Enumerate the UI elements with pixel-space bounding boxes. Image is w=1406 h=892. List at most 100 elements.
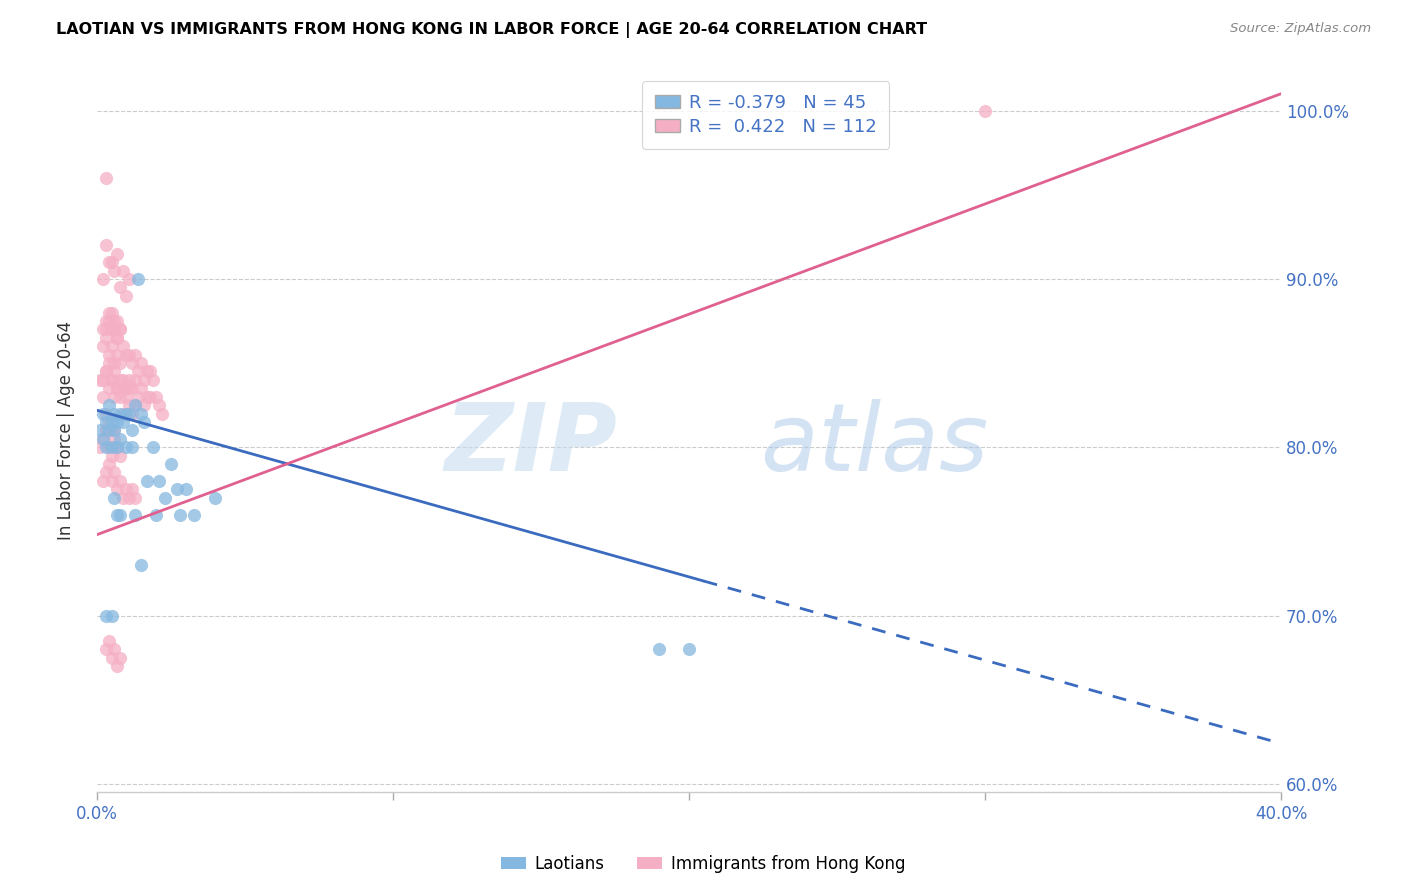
Point: [110, 474, 132, 488]
Point: [124, 491, 146, 505]
Point: [94, 314, 117, 328]
Point: [91, 390, 114, 404]
Point: [100, 608, 122, 623]
Point: [145, 390, 167, 404]
Point: [112, 491, 135, 505]
Point: [118, 373, 141, 387]
Point: [127, 390, 149, 404]
Point: [97, 305, 120, 319]
Point: [100, 440, 122, 454]
Point: [107, 483, 129, 497]
Text: atlas: atlas: [759, 400, 988, 491]
Point: [124, 398, 146, 412]
Point: [118, 272, 141, 286]
Point: [110, 432, 132, 446]
Point: [169, 508, 191, 522]
Point: [100, 650, 122, 665]
Point: [103, 642, 125, 657]
Point: [121, 440, 143, 454]
Point: [121, 424, 143, 438]
Point: [112, 415, 135, 429]
Point: [107, 508, 129, 522]
Point: [110, 449, 132, 463]
Point: [107, 246, 129, 260]
Point: [107, 381, 129, 395]
Point: [89, 373, 111, 387]
Point: [118, 348, 141, 362]
Point: [94, 170, 117, 185]
Legend: Laotians, Immigrants from Hong Kong: Laotians, Immigrants from Hong Kong: [494, 848, 912, 880]
Point: [91, 407, 114, 421]
Point: [97, 381, 120, 395]
Point: [97, 633, 120, 648]
Point: [124, 373, 146, 387]
Text: ZIP: ZIP: [444, 399, 617, 491]
Point: [107, 415, 129, 429]
Point: [107, 440, 129, 454]
Point: [91, 339, 114, 353]
Point: [124, 508, 146, 522]
Point: [115, 440, 138, 454]
Point: [110, 322, 132, 336]
Point: [107, 381, 129, 395]
Point: [110, 373, 132, 387]
Point: [94, 238, 117, 252]
Point: [103, 322, 125, 336]
Point: [129, 407, 152, 421]
Point: [103, 424, 125, 438]
Point: [121, 381, 143, 395]
Point: [97, 398, 120, 412]
Point: [94, 415, 117, 429]
Point: [103, 390, 125, 404]
Point: [91, 272, 114, 286]
Point: [94, 424, 117, 438]
Point: [112, 407, 135, 421]
Point: [94, 364, 117, 378]
Point: [127, 364, 149, 378]
Point: [166, 483, 188, 497]
Point: [129, 356, 152, 370]
Point: [153, 491, 176, 505]
Point: [100, 474, 122, 488]
Point: [115, 390, 138, 404]
Point: [94, 424, 117, 438]
Point: [132, 415, 155, 429]
Point: [110, 390, 132, 404]
Point: [115, 348, 138, 362]
Point: [97, 314, 120, 328]
Point: [97, 424, 120, 438]
Point: [118, 381, 141, 395]
Point: [94, 331, 117, 345]
Point: [648, 642, 671, 657]
Point: [118, 398, 141, 412]
Point: [100, 415, 122, 429]
Point: [129, 558, 152, 572]
Point: [103, 491, 125, 505]
Point: [100, 322, 122, 336]
Point: [110, 280, 132, 294]
Point: [91, 373, 114, 387]
Point: [97, 356, 120, 370]
Point: [100, 373, 122, 387]
Point: [89, 440, 111, 454]
Point: [115, 407, 138, 421]
Point: [103, 466, 125, 480]
Point: [127, 272, 149, 286]
Point: [132, 373, 155, 387]
Point: [118, 491, 141, 505]
Point: [112, 381, 135, 395]
Point: [107, 659, 129, 673]
Point: [115, 407, 138, 421]
Point: [204, 491, 226, 505]
Point: [139, 364, 162, 378]
Point: [94, 407, 117, 421]
Point: [94, 642, 117, 657]
Point: [136, 474, 159, 488]
Point: [103, 407, 125, 421]
Point: [97, 348, 120, 362]
Point: [150, 407, 173, 421]
Point: [100, 255, 122, 269]
Point: [136, 364, 159, 378]
Point: [678, 642, 700, 657]
Point: [115, 381, 138, 395]
